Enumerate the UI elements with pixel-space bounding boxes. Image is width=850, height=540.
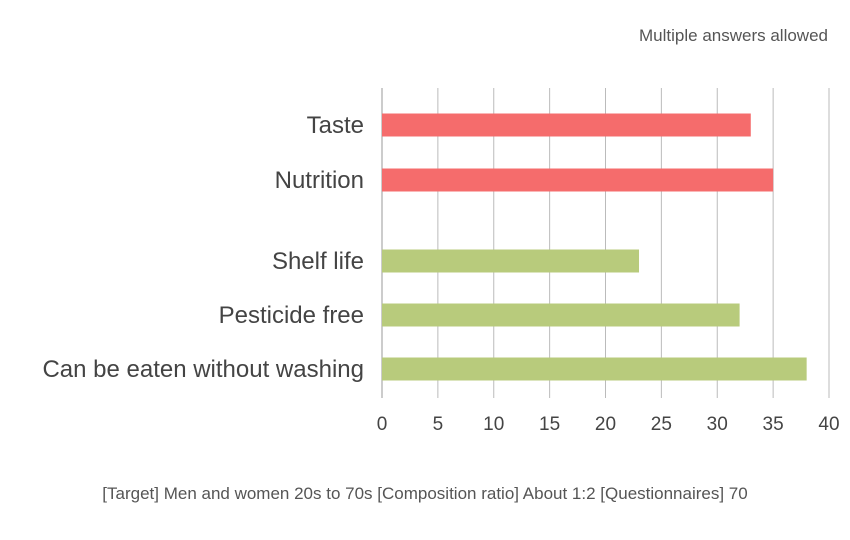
x-tick-label: 20 <box>595 414 616 435</box>
bar <box>382 303 740 327</box>
category-label: Can be eaten without washing <box>42 356 364 383</box>
category-label: Shelf life <box>272 248 364 275</box>
chart-footer: [Target] Men and women 20s to 70s [Compo… <box>102 484 748 503</box>
gridlines <box>381 88 830 398</box>
x-tick-label: 15 <box>539 414 560 435</box>
x-tick-label: 40 <box>818 414 839 435</box>
x-tick-label: 30 <box>707 414 728 435</box>
bar <box>382 249 640 273</box>
x-tick-label: 0 <box>377 414 388 435</box>
category-label: Nutrition <box>275 167 364 194</box>
category-label: Pesticide free <box>219 302 364 329</box>
category-label: Taste <box>307 112 364 139</box>
x-tick-label: 10 <box>483 414 504 435</box>
bar <box>382 357 807 381</box>
x-tick-labels: 0 5 10 15 20 25 30 35 40 <box>377 414 840 435</box>
category-labels: Taste Nutrition Shelf life Pesticide free Ca… <box>42 112 364 383</box>
x-tick-label: 35 <box>763 414 784 435</box>
x-tick-label: 5 <box>433 414 444 435</box>
bar <box>382 113 751 137</box>
x-tick-label: 25 <box>651 414 672 435</box>
bar <box>382 168 774 192</box>
chart-note: Multiple answers allowed <box>639 26 828 45</box>
bars <box>382 113 807 381</box>
